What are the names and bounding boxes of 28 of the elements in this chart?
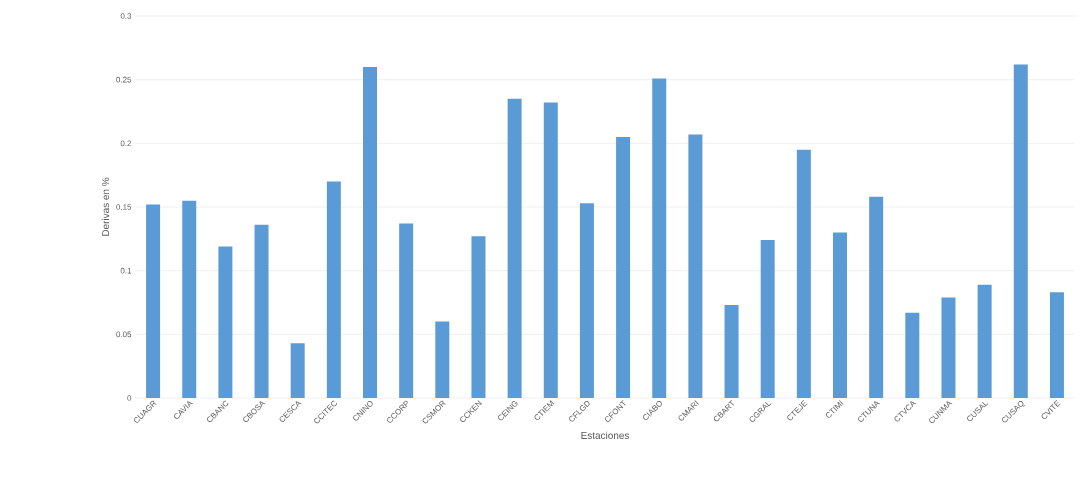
bar bbox=[543, 102, 558, 398]
bar bbox=[326, 181, 341, 398]
bar bbox=[399, 223, 414, 398]
bar bbox=[941, 297, 956, 398]
bar bbox=[760, 240, 775, 398]
bar bbox=[616, 136, 631, 398]
bar bbox=[146, 204, 161, 398]
bar bbox=[579, 203, 594, 398]
bar bbox=[182, 200, 197, 398]
bar bbox=[435, 321, 450, 398]
bar bbox=[507, 98, 522, 398]
bar bbox=[688, 134, 703, 398]
bar bbox=[290, 343, 305, 398]
bar bbox=[905, 312, 920, 398]
bar bbox=[254, 224, 269, 398]
bar bbox=[652, 78, 667, 398]
y-axis-title: Derivas en % bbox=[101, 177, 110, 236]
bar bbox=[977, 284, 992, 398]
bar bbox=[833, 232, 848, 398]
x-axis-title: Estaciones bbox=[581, 431, 630, 439]
bar bbox=[218, 246, 233, 398]
bar bbox=[796, 149, 811, 398]
bar bbox=[1049, 292, 1064, 398]
bar bbox=[1013, 64, 1028, 398]
bar bbox=[869, 196, 884, 398]
bar bbox=[471, 236, 486, 398]
bar bbox=[724, 305, 739, 398]
bar bbox=[363, 66, 377, 398]
